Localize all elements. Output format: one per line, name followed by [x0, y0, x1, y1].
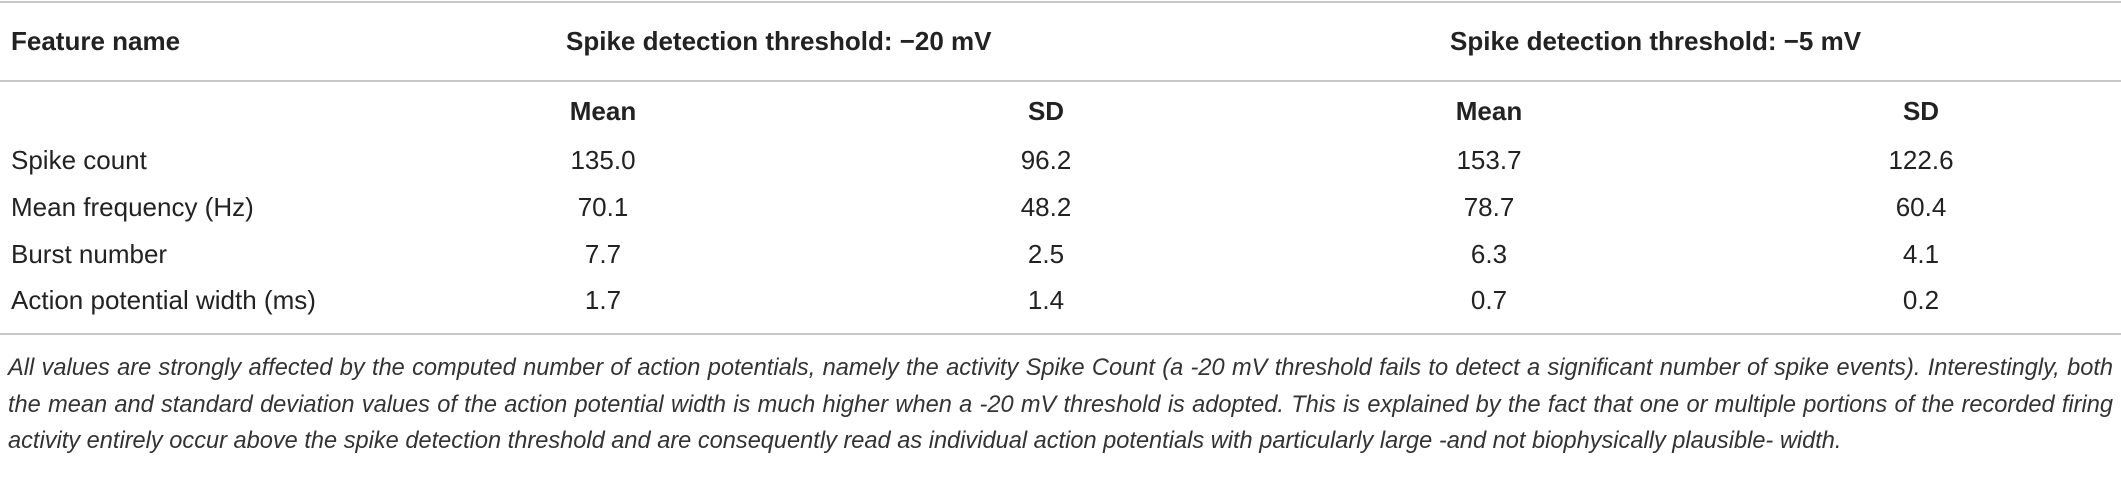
caption: All values are strongly affected by the … — [8, 355, 2113, 454]
sub-header: SD — [1027, 96, 1065, 126]
cell: 2.5 — [1027, 239, 1065, 269]
cell: 48.2 — [1020, 192, 1072, 222]
cell: 70.1 — [577, 192, 629, 222]
sub-header: Mean — [1455, 96, 1523, 126]
cell: 0.7 — [1470, 285, 1508, 315]
row-label: Action potential width (ms) — [11, 285, 316, 315]
cell: 7.7 — [584, 239, 622, 269]
row-label: Spike count — [11, 145, 147, 175]
rule — [0, 1, 2121, 3]
sub-header: Mean — [569, 96, 637, 126]
rule — [0, 80, 2121, 82]
cell: 1.4 — [1027, 285, 1065, 315]
cell: 122.6 — [1888, 145, 1954, 175]
cell: 78.7 — [1463, 192, 1515, 222]
rule — [0, 333, 2121, 335]
column-header: Feature name — [11, 26, 181, 56]
cell: 135.0 — [570, 145, 636, 175]
row-label: Burst number — [11, 239, 168, 269]
cell: 6.3 — [1470, 239, 1508, 269]
cell: 1.7 — [584, 285, 622, 315]
sub-header: SD — [1902, 96, 1940, 126]
cell: 153.7 — [1456, 145, 1522, 175]
group-header: Spike detection threshold: −5 mV — [1450, 26, 1862, 56]
cell: 60.4 — [1895, 192, 1947, 222]
cell: 96.2 — [1020, 145, 1072, 175]
group-header: Spike detection threshold: −20 mV — [566, 26, 992, 56]
cell: 4.1 — [1902, 239, 1940, 269]
row-label: Mean frequency (Hz) — [11, 192, 254, 222]
cell: 0.2 — [1902, 285, 1940, 315]
